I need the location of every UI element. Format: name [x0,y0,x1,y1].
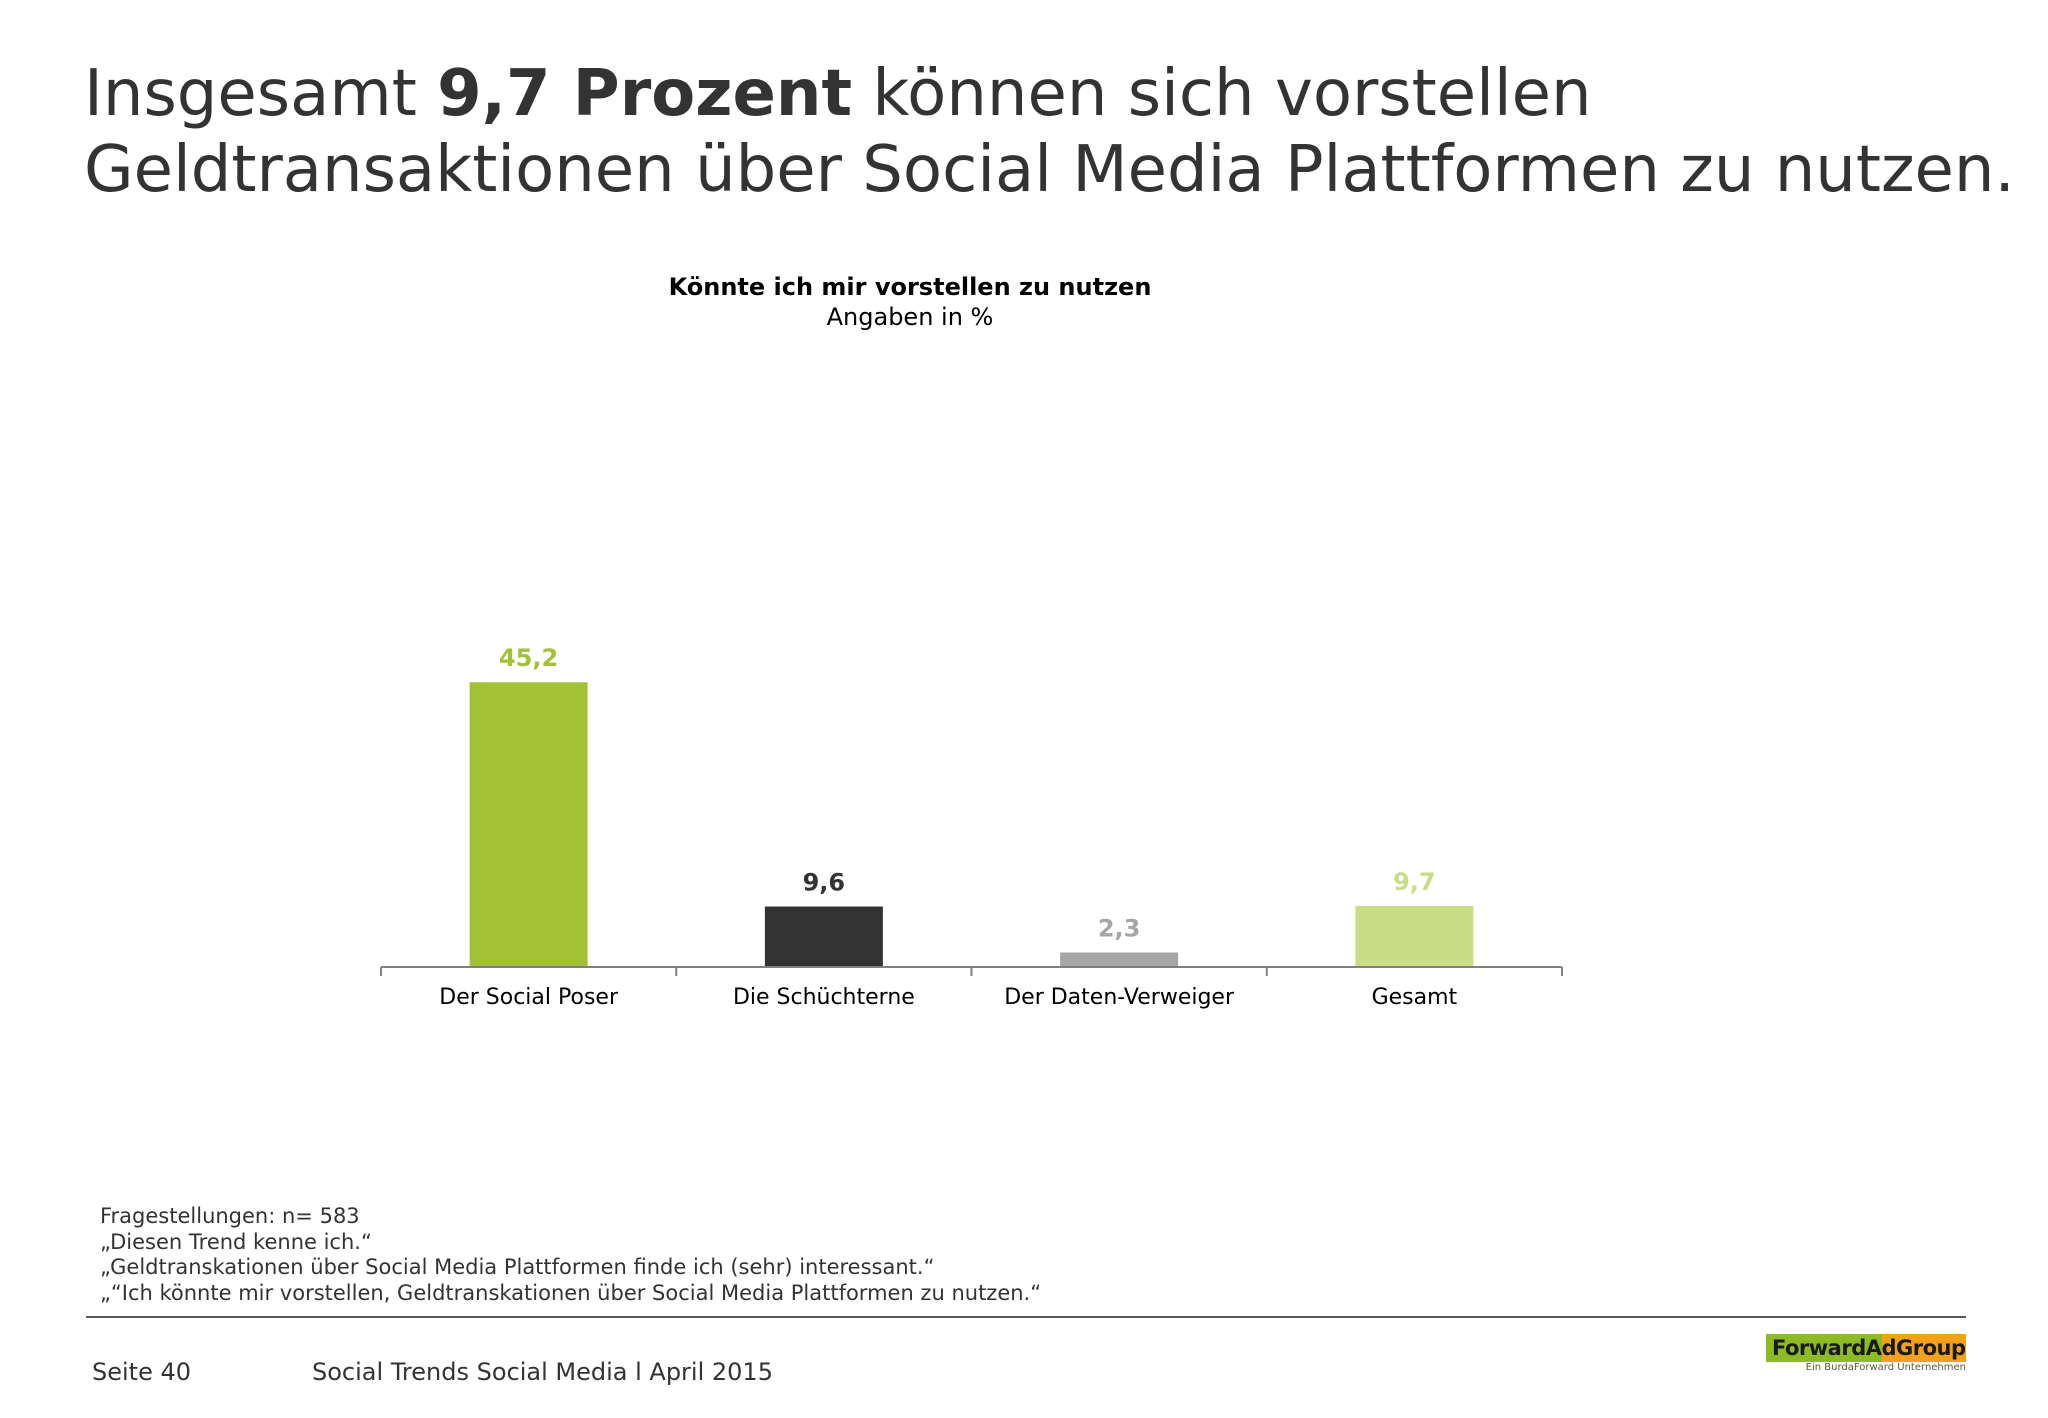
page-title: Insgesamt 9,7 Prozent können sich vorste… [84,56,2024,208]
bar-group [469,682,1474,967]
footnote-line: Fragestellungen: n= 583 [100,1204,360,1228]
logo-wordmark: ForwardAdGroup [1772,1336,1966,1360]
category-label: Die Schüchterne [733,985,915,1010]
value-label: 2,3 [1098,915,1141,943]
logo-tagline: Ein BurdaForward Unternehmen [1805,1362,1966,1373]
footnote-line: „Diesen Trend kenne ich.“ [100,1229,372,1254]
category-label-group: Der Social Poser Die Schüchterne Der Daten… [439,985,1457,1010]
chart-title: Könnte ich mir vorstellen zu nutzen [668,273,1152,301]
footer-divider [86,1316,1966,1318]
page-title-highlight: 9,7 Prozent [437,57,853,131]
footnotes: Fragestellungen: n= 583 „Diesen Trend ke… [100,1204,1500,1306]
category-label: Der Social Poser [439,985,619,1010]
chart-subtitle: Angaben in % [826,303,994,331]
bar [764,906,883,967]
page-title-line-2: Geldtransaktionen über Social Media Plat… [84,133,2015,207]
bar [469,682,588,967]
page-number: Seite 40 [92,1358,192,1386]
value-label: 45,2 [499,644,558,672]
x-axis [380,966,1563,976]
bar [1355,905,1474,967]
value-label: 9,7 [1393,868,1436,896]
report-title: Social Trends Social Media l April 2015 [312,1358,773,1386]
footnote-line: „Geldtranskationen über Social Media Pla… [100,1255,935,1279]
bar [1060,952,1179,967]
value-label: 9,6 [803,869,846,897]
page-title-line-1: Insgesamt 9,7 Prozent können sich vorste… [84,57,1592,131]
footnote-line: „“Ich könnte mir vorstellen, Geldtranska… [100,1280,1042,1305]
forwardadgroup-logo: ForwardAdGroup Ein BurdaForward Unterneh… [1766,1334,1966,1373]
value-label-group: 45,2 9,6 2,3 9,7 [499,644,1436,942]
logo-badge [1766,1334,1966,1362]
bar-chart: 45,2 9,6 2,3 9,7 Der Social Poser Die Schüch… [380,644,1563,1010]
chart-heading: Könnte ich mir vorstellen zu nutzen Anga… [560,272,1260,332]
category-label: Der Daten-Verweiger [1004,985,1235,1010]
category-label: Gesamt [1372,985,1458,1010]
